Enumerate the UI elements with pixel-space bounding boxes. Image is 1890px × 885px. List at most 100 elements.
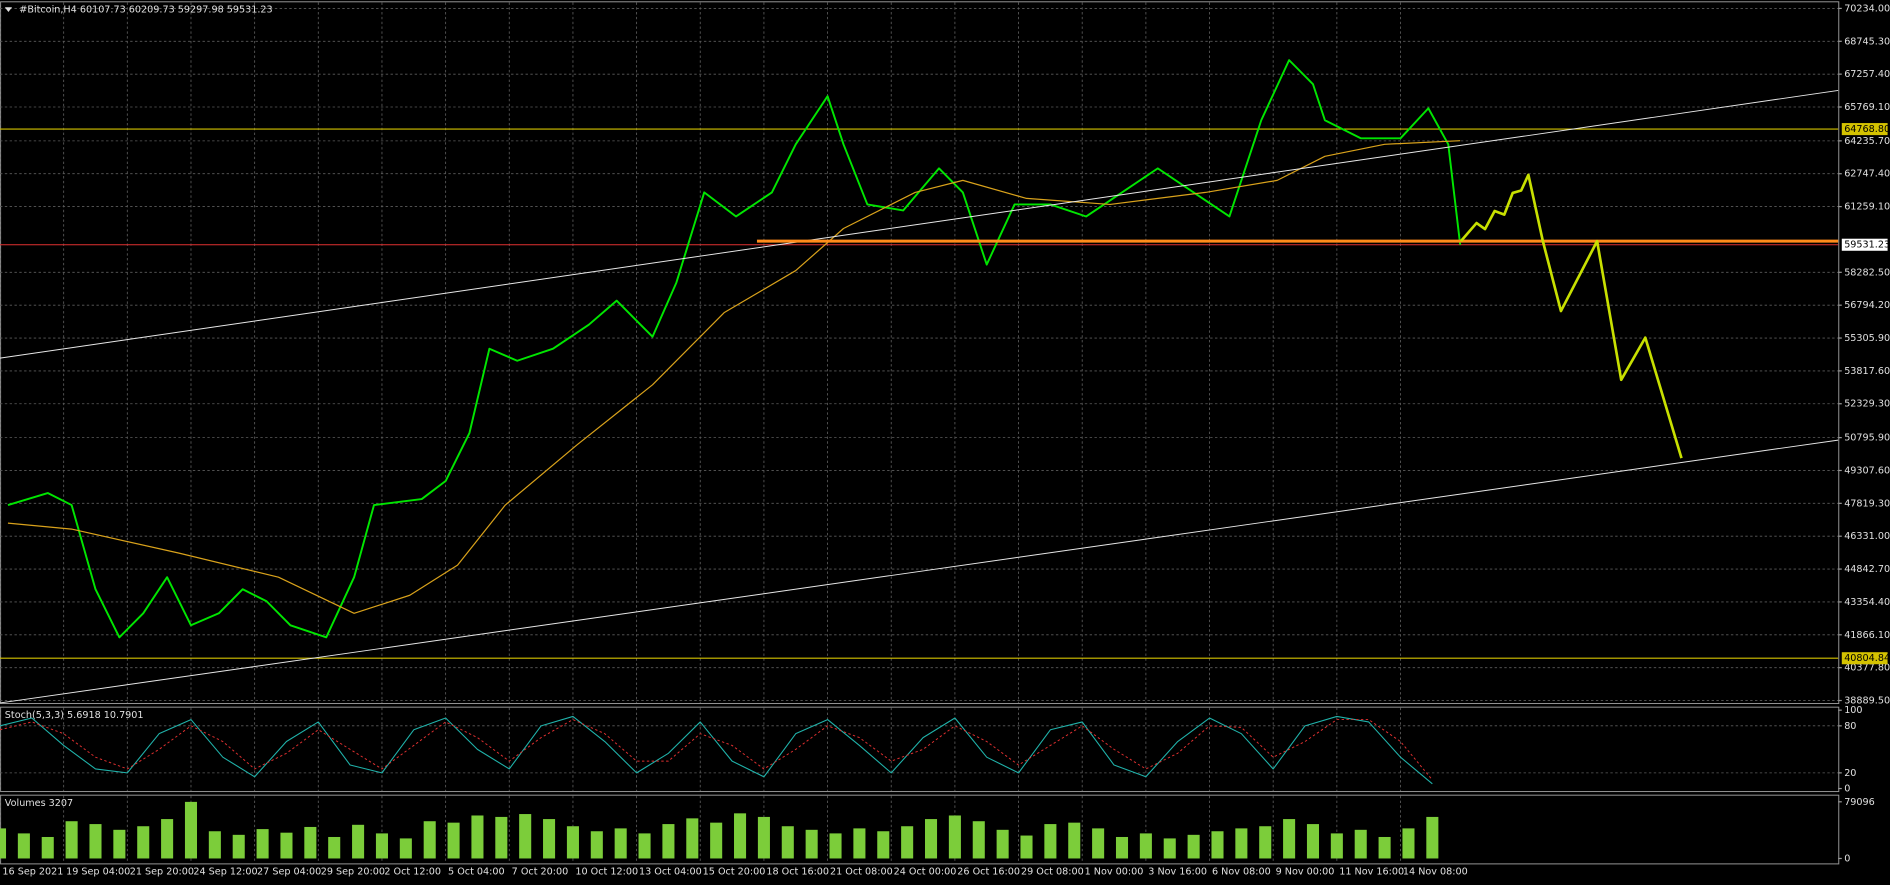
volume-bar xyxy=(757,816,770,859)
volume-bar xyxy=(710,822,723,859)
volume-bar xyxy=(1163,838,1176,859)
stochastic-main xyxy=(0,715,1433,785)
level-label: 59531.23 xyxy=(1844,240,1890,251)
x-tick-label: 1 Nov 00:00 xyxy=(1085,867,1144,878)
volume-bar xyxy=(805,829,818,859)
volume-bar xyxy=(0,828,7,859)
x-tick-label: 10 Oct 12:00 xyxy=(575,867,638,878)
x-tick-label: 21 Sep 20:00 xyxy=(130,867,194,878)
x-tick-label: 3 Nov 16:00 xyxy=(1148,867,1207,878)
x-tick-label: 29 Sep 20:00 xyxy=(321,867,385,878)
volume-bar xyxy=(1211,831,1224,859)
volume-bar xyxy=(399,838,412,859)
volume-bar xyxy=(1306,824,1320,859)
panel-frames xyxy=(0,1,1840,865)
volume-bar xyxy=(781,826,794,859)
volume-bar xyxy=(686,818,699,859)
y-tick-label: 38889.50 xyxy=(1844,696,1890,707)
volume-bar xyxy=(423,821,436,859)
volume-bar xyxy=(352,824,365,859)
volume-bar xyxy=(1068,822,1081,859)
volume-bar xyxy=(471,815,484,859)
level-label: 64768.80 xyxy=(1844,124,1890,135)
volume-bar xyxy=(1044,824,1057,859)
volume-bar xyxy=(734,813,747,859)
volume-bar xyxy=(1259,826,1272,859)
volume-bar xyxy=(1092,828,1105,859)
volume-bar xyxy=(1283,819,1296,859)
y-tick-label: 41866.10 xyxy=(1844,630,1890,641)
y-tick-label: 50795.90 xyxy=(1844,433,1890,444)
volume-bar xyxy=(924,819,938,859)
y-tick-label: 58282.50 xyxy=(1844,267,1890,278)
y-tick-label: 67257.40 xyxy=(1844,69,1890,80)
x-tick-label: 2 Oct 12:00 xyxy=(384,867,441,878)
volume-bar xyxy=(853,828,866,859)
price-panel xyxy=(0,1,1840,705)
x-tick-label: 5 Oct 04:00 xyxy=(448,867,505,878)
volume-bar xyxy=(65,821,78,859)
volume-bar xyxy=(996,829,1009,859)
volume-bar xyxy=(590,831,603,859)
x-tick-label: 15 Oct 20:00 xyxy=(703,867,766,878)
y-tick-label: 0 xyxy=(1844,784,1850,795)
y-tick-label: 100 xyxy=(1844,705,1862,716)
y-tick-label: 55305.90 xyxy=(1844,333,1890,344)
y-tick-label: 62747.40 xyxy=(1844,169,1890,180)
y-tick-label: 52329.30 xyxy=(1844,399,1890,410)
x-tick-label: 11 Nov 16:00 xyxy=(1339,867,1404,878)
y-tick-label: 40377.80 xyxy=(1844,663,1890,674)
volume-bar xyxy=(41,836,54,859)
level-label: 40804.84 xyxy=(1844,653,1890,664)
y-tick-label: 65769.10 xyxy=(1844,102,1890,113)
volume-bar xyxy=(1187,834,1200,859)
menu-arrow[interactable] xyxy=(4,7,13,13)
x-tick-label: 14 Nov 08:00 xyxy=(1403,867,1468,878)
volume-bar xyxy=(184,801,198,859)
y-tick-label: 64235.70 xyxy=(1844,136,1890,147)
volume-bar xyxy=(304,826,317,859)
y-tick-label: 53817.60 xyxy=(1844,366,1890,377)
volume-bar xyxy=(447,822,460,859)
volume-bar xyxy=(495,816,508,859)
volume-bar xyxy=(972,821,985,859)
volume-bar xyxy=(113,829,126,859)
volume-bar xyxy=(1378,836,1391,859)
y-tick-label: 68745.30 xyxy=(1844,36,1890,47)
x-tick-label: 13 Oct 04:00 xyxy=(639,867,702,878)
trend-line xyxy=(0,439,1839,704)
volume-bar xyxy=(375,833,388,859)
volume-bar xyxy=(137,826,150,859)
volume-bar xyxy=(901,826,914,859)
y-tick-label: 70234.00 xyxy=(1844,3,1890,14)
volume-bar xyxy=(662,824,675,859)
y-tick-label: 61259.10 xyxy=(1844,202,1890,213)
volume-bar xyxy=(519,814,532,859)
volume-bar xyxy=(1426,816,1439,859)
stochastic-title: Stoch(5,3,3) 5.6918 10.7901 xyxy=(5,710,144,721)
level-label-box xyxy=(1841,123,1888,136)
volume-bar xyxy=(1354,829,1367,859)
volume-bar xyxy=(566,826,579,859)
volume-bar xyxy=(208,831,221,859)
volume-bar xyxy=(17,833,30,859)
y-tick-label: 47819.30 xyxy=(1844,498,1890,509)
forecast-drawing xyxy=(1459,173,1683,459)
volume-bar xyxy=(948,815,961,859)
moving-average xyxy=(7,140,1461,614)
volume-bar xyxy=(1235,828,1248,859)
x-tick-label: 24 Oct 00:00 xyxy=(894,867,957,878)
y-tick-label: 0 xyxy=(1844,853,1850,864)
volume-bar xyxy=(161,819,174,859)
y-tick-label: 20 xyxy=(1844,768,1856,779)
volume-bar xyxy=(256,829,269,859)
volume-bar xyxy=(877,831,890,859)
volume-bar xyxy=(1330,833,1343,859)
x-tick-label: 26 Oct 16:00 xyxy=(957,867,1020,878)
volume-bar xyxy=(1402,828,1415,859)
volume-bar xyxy=(1139,833,1152,859)
